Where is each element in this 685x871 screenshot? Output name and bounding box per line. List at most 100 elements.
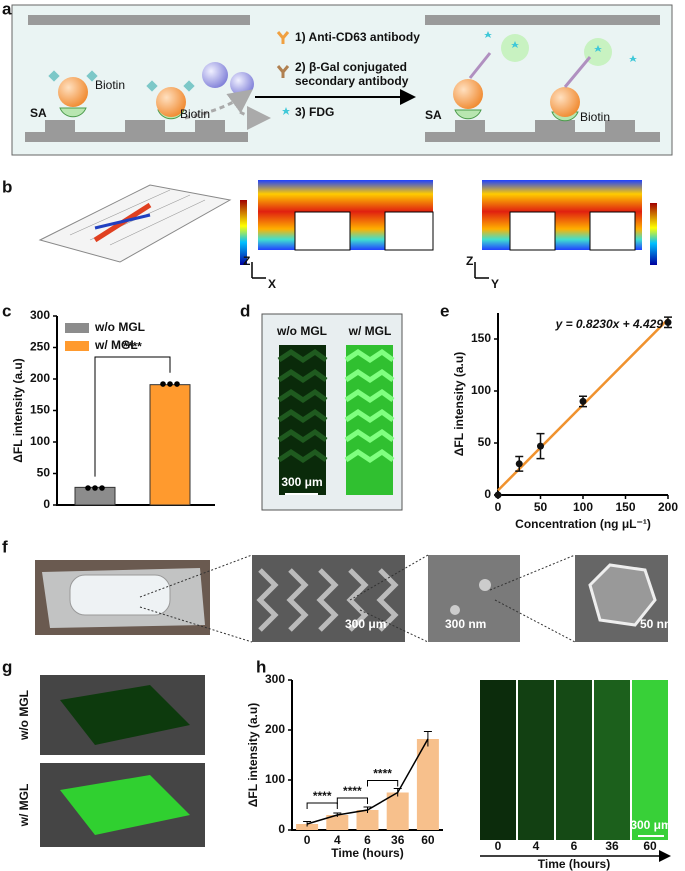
time-label: 0 <box>495 839 502 853</box>
y-tick-label: 100 <box>471 383 491 397</box>
y-tick-label: 50 <box>37 466 51 480</box>
axis-letter: Z <box>466 254 473 268</box>
annotation: **** <box>343 784 362 798</box>
y-axis-title: ΔFL intensity (a.u) <box>452 352 466 456</box>
x-tick-label: 0 <box>495 500 502 514</box>
y-tick-label: 0 <box>278 822 285 836</box>
data-point <box>85 485 91 491</box>
simulation-images <box>38 180 657 279</box>
3d-images <box>40 675 205 847</box>
fit-equation: y = 0.8230x + 4.429 <box>555 317 664 331</box>
y-tick-label: 250 <box>30 340 50 354</box>
bar <box>416 739 439 830</box>
legend-label: w/ MGL <box>94 338 138 352</box>
data-point <box>515 460 523 468</box>
step: 1) Anti-CD63 antibody <box>295 30 420 44</box>
legend-swatch <box>65 323 89 333</box>
trend-line <box>306 738 429 825</box>
legend-swatch <box>65 341 89 351</box>
bar <box>356 810 379 830</box>
significance-bracket <box>306 802 338 809</box>
biotin-label: Biotin <box>95 78 125 92</box>
panel-label: a <box>2 0 12 18</box>
sa-label: SA <box>30 106 47 120</box>
scale-label: 50 nm <box>640 617 675 631</box>
data-point <box>579 397 587 405</box>
axis-letter: X <box>268 277 276 291</box>
scale-label: 300 μm <box>281 475 322 489</box>
panel-label: f <box>2 537 8 556</box>
panel-label: c <box>2 301 11 320</box>
axis-letter: Y <box>491 277 499 291</box>
data-point <box>664 318 672 326</box>
y-tick-label: 100 <box>30 434 50 448</box>
data-point <box>494 491 502 499</box>
sa-label: SA <box>425 108 442 122</box>
x-tick-label: 200 <box>658 500 678 514</box>
panel-label: d <box>240 301 250 320</box>
step: secondary antibody <box>295 74 409 88</box>
y-tick-label: 0 <box>43 497 50 511</box>
legend-label: w/o MGL <box>94 320 145 334</box>
y-tick-label: 50 <box>478 435 492 449</box>
image-label: w/ MGL <box>348 324 392 338</box>
x-tick-label: 150 <box>615 500 635 514</box>
significance-bracket <box>367 780 399 787</box>
y-tick-label: 200 <box>265 722 285 736</box>
y-tick-label: 150 <box>30 403 50 417</box>
y-tick-label: 0 <box>484 487 491 501</box>
biotin-label: Biotin <box>180 107 210 121</box>
schematic <box>25 15 660 142</box>
data-point <box>537 442 544 450</box>
image-label: w/o MGL <box>17 690 31 741</box>
sem-images <box>35 554 668 643</box>
significance-bracket <box>94 356 171 477</box>
axis-title: Time (hours) <box>538 857 610 871</box>
step: 2) β-Gal conjugated <box>295 60 407 74</box>
y-tick-label: 200 <box>30 371 50 385</box>
scale-label: 300 nm <box>445 617 486 631</box>
x-tick-label: 50 <box>534 500 548 514</box>
bar <box>296 824 319 830</box>
time-label: 36 <box>605 839 619 853</box>
x-tick-label: 60 <box>421 833 435 847</box>
x-tick-label: 100 <box>573 500 593 514</box>
x-axis-title: Concentration (ng μL⁻¹) <box>515 517 651 531</box>
significance-bracket <box>336 797 368 804</box>
y-tick-label: 300 <box>30 308 50 322</box>
x-axis-title: Time (hours) <box>331 846 403 860</box>
time-label: 4 <box>533 839 540 853</box>
data-point <box>167 381 173 387</box>
y-tick-label: 300 <box>265 672 285 686</box>
annotation: **** <box>123 340 142 354</box>
bar <box>326 815 349 830</box>
scale-label: 300 μm <box>630 818 671 832</box>
x-tick-label: 4 <box>334 833 341 847</box>
panel-label: b <box>2 177 12 196</box>
panel-label: h <box>256 657 266 676</box>
y-tick-label: 100 <box>265 772 285 786</box>
y-axis-title: ΔFL intensity (a.u) <box>11 358 25 462</box>
step: 3) FDG <box>295 105 334 119</box>
x-tick-label: 0 <box>304 833 311 847</box>
panel-label: g <box>2 657 12 676</box>
annotation: **** <box>373 767 392 781</box>
bar <box>386 792 409 830</box>
fluorescence-image <box>261 313 403 511</box>
axis-letter: Z <box>243 254 250 268</box>
image-label: w/o MGL <box>276 324 327 338</box>
annotation: **** <box>313 789 332 803</box>
image-label: w/ MGL <box>17 784 31 828</box>
data-point <box>174 381 180 387</box>
time-label: 60 <box>643 839 657 853</box>
y-axis-title: ΔFL intensity (a.u) <box>246 703 260 807</box>
y-tick-label: 150 <box>471 331 491 345</box>
data-point <box>92 485 98 491</box>
time-label: 6 <box>571 839 578 853</box>
schematic-particles <box>48 31 637 130</box>
panel-label: e <box>440 301 449 320</box>
bar <box>149 384 191 506</box>
scale-label: 300 μm <box>345 617 386 631</box>
time-strip <box>480 680 671 862</box>
